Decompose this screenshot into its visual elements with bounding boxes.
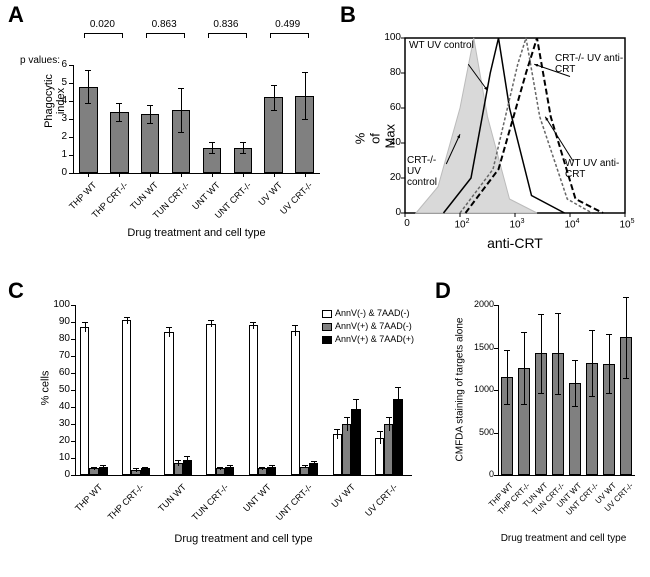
y-tick-label: 500 (479, 427, 494, 437)
x-tick-label: 103 (503, 218, 531, 230)
x-tick-label: 105 (613, 218, 641, 230)
x-axis-label: Drug treatment and cell type (490, 533, 637, 544)
annot-wt-control: WT UV control (409, 40, 474, 51)
bar (333, 434, 342, 475)
bar (309, 463, 318, 475)
panel-c-chart: 0 10 20 30 40 50 60 70 80 90 100 THP WTTHP CRT-/- TU… (50, 300, 420, 545)
x-tick-label: UNT WT (241, 482, 273, 514)
x-tick-label: UNT CRT-/- (274, 482, 314, 522)
y-axis-label: CMFDA staining of targets alone (455, 305, 466, 475)
panel-b-chart: 0204060801000102103104105% of Maxanti-CR… (365, 28, 640, 253)
legend-item: AnnV(+) & 7AAD(-) (322, 320, 414, 332)
x-tick-label: UV CRT-/- (363, 482, 399, 518)
y-axis-label: % of Max (353, 128, 398, 148)
x-axis-label: anti-CRT (405, 235, 625, 251)
x-tick-label: THP CRT-/- (106, 482, 146, 522)
x-tick-label: 104 (558, 218, 586, 230)
y-tick-label: 80 (379, 67, 401, 78)
annot-crt-anti: CRT-/- UV anti-CRT (555, 53, 625, 75)
x-tick-label: TUN WT (156, 482, 188, 514)
y-tick-label: 1 (61, 149, 67, 160)
bar (80, 327, 89, 475)
y-axis (75, 305, 76, 475)
y-tick-label: 40 (59, 401, 70, 412)
legend: AnnV(-) & 7AAD(-)AnnV(+) & 7AAD(-)AnnV(+… (322, 307, 414, 346)
annot-crt-control: CRT-/- UV control (407, 155, 452, 188)
pvalue: 0.020 (90, 19, 115, 30)
legend-item: AnnV(+) & 7AAD(+) (322, 333, 414, 345)
bar (122, 320, 131, 475)
panel-b-label: B (340, 2, 356, 28)
y-tick-label: 100 (379, 32, 401, 43)
x-tick-label: THP WT (73, 482, 104, 513)
y-tick-label: 20 (59, 435, 70, 446)
x-tick-label: UV WT (329, 482, 357, 510)
panel-d-chart: 0500100015002000THP WTTHP CRT-/-TUN WTTU… (470, 300, 640, 545)
pvalue-prefix: p values: (20, 55, 60, 66)
legend-item: AnnV(-) & 7AAD(-) (322, 307, 414, 319)
y-tick-label: 80 (59, 333, 70, 344)
panel-c-label: C (8, 278, 24, 304)
x-tick-label: UV CRT-/- (278, 180, 314, 216)
x-tick-label: THP WT (67, 180, 98, 211)
y-tick-label: 60 (59, 367, 70, 378)
y-tick-label: 0 (64, 469, 70, 480)
y-tick-label: 90 (59, 316, 70, 327)
annot-wt-anti: WT UV anti-CRT (565, 158, 623, 180)
y-tick-label: 0 (379, 207, 401, 218)
x-tick-label: TUN CRT-/- (190, 482, 231, 523)
y-tick-label: 50 (59, 384, 70, 395)
y-tick-label: 10 (59, 452, 70, 463)
y-tick-label: 1000 (474, 384, 494, 394)
y-tick-label: 60 (379, 102, 401, 113)
y-tick-label: 70 (59, 350, 70, 361)
bar (206, 324, 215, 475)
y-tick-label: 1500 (474, 342, 494, 352)
bar (291, 331, 300, 476)
panel-a-chart: 0123456THP WTTHP CRT-/-TUN WTTUN CRT-/-U… (55, 35, 325, 235)
pvalue-bracket (146, 33, 185, 34)
x-axis-label: Drug treatment and cell type (73, 227, 320, 239)
x-tick-label: 102 (448, 218, 476, 230)
bar (342, 424, 351, 475)
pvalue-bracket (270, 33, 309, 34)
y-axis (73, 65, 74, 173)
pvalue: 0.499 (275, 19, 300, 30)
y-axis-label: % cells (39, 371, 51, 406)
pvalue: 0.836 (213, 19, 238, 30)
y-tick-label: 2000 (474, 299, 494, 309)
pvalue: 0.863 (152, 19, 177, 30)
pvalue-bracket (208, 33, 247, 34)
pvalue-bracket (84, 33, 123, 34)
x-axis (73, 173, 320, 174)
y-tick-label: 20 (379, 172, 401, 183)
bar (249, 325, 258, 475)
y-axis-label: Phagocytic index (43, 61, 67, 141)
bar (164, 332, 173, 475)
x-axis (75, 475, 412, 476)
y-axis (498, 305, 499, 475)
y-tick-label: 0 (489, 469, 494, 479)
panel-a-label: A (8, 2, 24, 28)
x-axis-label: Drug treatment and cell type (75, 533, 412, 545)
y-tick-label: 100 (53, 299, 70, 310)
x-tick-label: UV WT (256, 180, 284, 208)
x-tick-label: 0 (393, 218, 421, 229)
panel-d-label: D (435, 278, 451, 304)
x-axis (498, 475, 635, 476)
y-tick-label: 30 (59, 418, 70, 429)
y-tick-label: 0 (61, 167, 67, 178)
bar (384, 424, 393, 475)
